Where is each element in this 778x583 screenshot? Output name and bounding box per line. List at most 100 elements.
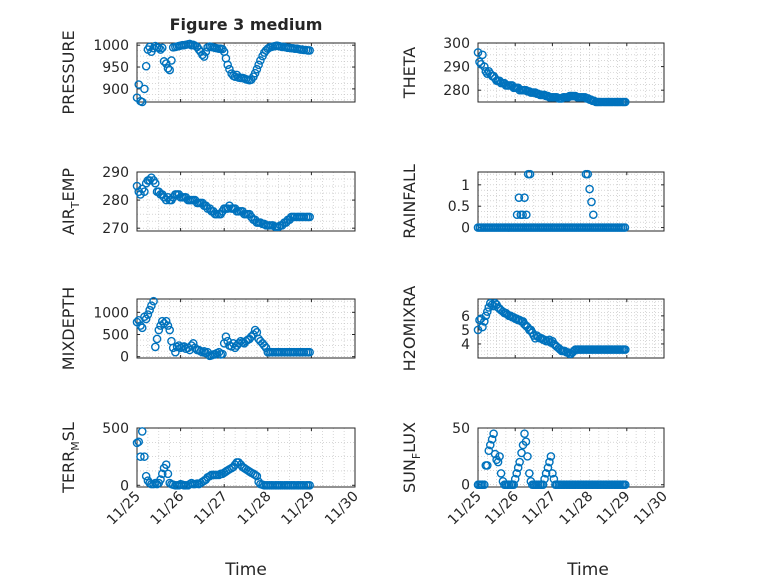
y-tick-label: 500	[102, 327, 129, 343]
axes-box	[136, 298, 356, 359]
subplot-mixdepth: 0 500 1000 MIXDEPTH	[59, 287, 356, 370]
y-tick-label: 1000	[93, 305, 129, 321]
data-point	[199, 347, 209, 356]
y-tick-label: 900	[102, 82, 129, 98]
data-point	[157, 43, 167, 53]
data-point	[223, 60, 232, 70]
y-axis-label: H2OMIXRA	[400, 286, 419, 372]
data-point	[620, 223, 630, 232]
data-point	[163, 64, 173, 73]
data-point	[515, 457, 524, 467]
data-point	[478, 322, 487, 332]
data-point	[473, 325, 483, 335]
data-point	[136, 321, 145, 330]
subplot-terr-msl: 0 500 TERRMSL 11/25 11/26 11/27 11/28 11/29 11/3…	[59, 421, 362, 528]
data-point	[305, 46, 314, 55]
data-point	[140, 187, 149, 196]
data-point	[165, 325, 174, 335]
y-tick-label: 270	[102, 221, 129, 237]
subplot-air-temp: 270 280 290 AIRTEMP	[59, 165, 356, 237]
axes-box	[136, 427, 356, 488]
y-tick-label: 0.5	[448, 199, 470, 215]
data-point	[541, 469, 551, 478]
data-point	[546, 452, 556, 461]
x-axis-label-right: Time	[566, 560, 609, 580]
data-point	[518, 210, 527, 220]
y-tick-label: 950	[102, 60, 129, 76]
data-point	[482, 307, 492, 316]
grid	[477, 299, 665, 359]
data-point	[254, 60, 263, 70]
data-point	[548, 469, 557, 478]
data-point	[154, 43, 164, 53]
data-point	[218, 349, 227, 359]
grid	[136, 43, 356, 102]
data-point	[493, 457, 503, 467]
figure-title: Figure 3 medium	[170, 15, 323, 34]
data-point	[473, 48, 483, 57]
data-point	[152, 334, 162, 344]
data-point	[482, 461, 492, 470]
y-tick-label: 290	[443, 60, 470, 76]
data-point	[149, 296, 158, 306]
y-tick-label: 0	[120, 350, 129, 366]
data-point	[520, 193, 529, 202]
y-axis-label: RAINFALL	[400, 164, 419, 239]
data-point	[545, 457, 554, 467]
data-point	[151, 178, 160, 188]
data-point	[525, 169, 535, 179]
y-tick-label: 6	[461, 309, 470, 325]
data-point	[199, 52, 209, 61]
data-point	[305, 212, 314, 222]
data-point	[165, 65, 174, 75]
data-point	[185, 39, 195, 49]
y-tick-label: 1000	[93, 38, 129, 54]
x-axis-label-left: Time	[224, 560, 267, 580]
axes-box	[136, 42, 356, 103]
data-point	[514, 193, 524, 202]
data-point	[137, 323, 147, 333]
data-point	[143, 310, 153, 319]
data-point	[140, 452, 149, 461]
data-point	[484, 446, 494, 455]
data-point	[480, 480, 489, 490]
data-point	[485, 440, 495, 450]
data-point	[161, 460, 171, 469]
data-point	[305, 347, 314, 357]
data-point	[496, 469, 506, 478]
y-tick-label: 280	[443, 83, 470, 99]
y-tick-label: 300	[443, 36, 470, 52]
y-axis-label: THETA	[400, 47, 419, 99]
y-tick-label: 280	[102, 193, 129, 209]
data-point	[621, 480, 630, 490]
data-point	[538, 480, 548, 490]
data-point	[136, 452, 145, 461]
data-point	[234, 339, 243, 348]
x-tick-label: 11/28	[557, 489, 597, 529]
y-axis-label: MIXDEPTH	[59, 287, 78, 370]
data-point	[509, 480, 519, 490]
data-point	[157, 469, 167, 479]
data-point	[480, 317, 489, 326]
data-point	[141, 314, 151, 324]
y-tick-label: 50	[452, 421, 470, 437]
y-tick-label: 4	[461, 337, 470, 353]
data-point	[585, 184, 594, 194]
data-point	[161, 316, 171, 326]
data-point	[543, 463, 553, 473]
data-point	[512, 469, 521, 478]
data-point	[512, 210, 522, 220]
data-point	[256, 56, 265, 65]
data-point	[475, 315, 484, 325]
data-point	[141, 471, 151, 481]
data-point	[156, 45, 165, 54]
y-axis-label: TERRMSL	[59, 422, 82, 494]
data-point	[147, 301, 156, 310]
y-tick-label: 290	[102, 165, 129, 181]
data-point	[225, 64, 234, 74]
data-point	[171, 347, 180, 357]
y-tick-label: 5	[461, 323, 470, 339]
data-point	[589, 210, 598, 220]
data-point	[252, 64, 262, 74]
